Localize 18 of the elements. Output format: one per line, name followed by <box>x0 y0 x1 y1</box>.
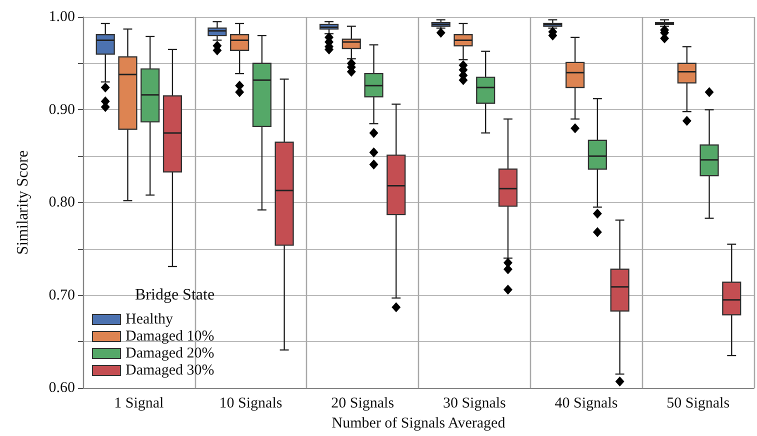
y-tick-label: 0.90 <box>48 102 75 118</box>
y-tick-label: 1.00 <box>48 9 75 25</box>
x-tick-label: 30 Signals <box>442 396 506 412</box>
y-axis-title: Similarity Score <box>14 150 32 255</box>
legend-label: Healthy <box>126 312 174 328</box>
x-axis-title: Number of Signals Averaged <box>332 416 506 432</box>
x-tick-label: 1 Signal <box>114 396 164 412</box>
x-tick-label: 10 Signals <box>219 396 282 412</box>
x-tick-label: 20 Signals <box>331 396 394 412</box>
y-tick-label: 0.80 <box>48 194 75 210</box>
legend-title: Bridge State <box>135 286 215 304</box>
x-tick-label: 40 Signals <box>554 396 618 412</box>
legend-label: Damaged 30% <box>126 362 214 378</box>
legend-label: Damaged 20% <box>126 346 214 362</box>
x-tick-label: 50 Signals <box>666 396 730 412</box>
legend-label: Damaged 10% <box>126 328 214 344</box>
y-tick-label: 0.60 <box>48 380 75 396</box>
y-tick-label: 0.70 <box>48 287 75 304</box>
